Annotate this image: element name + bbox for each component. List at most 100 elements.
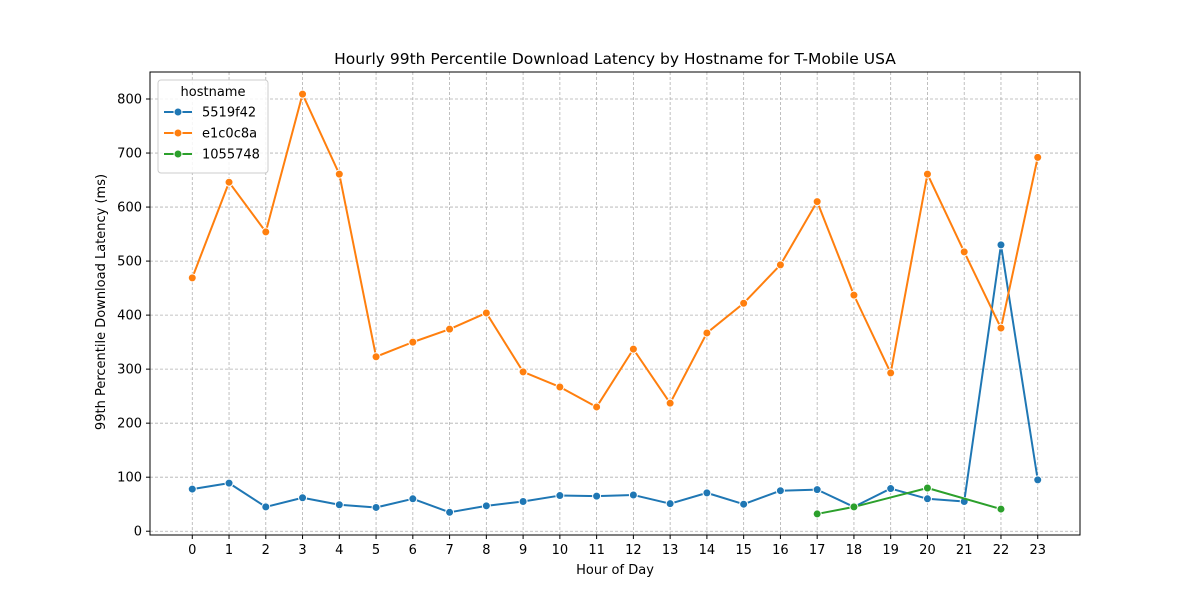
x-tick-label: 4	[335, 543, 343, 558]
data-point	[628, 344, 638, 354]
data-point	[739, 499, 749, 509]
data-point	[996, 323, 1006, 333]
data-point	[849, 290, 859, 300]
x-tick-label: 1	[225, 543, 233, 558]
x-tick-label: 6	[409, 543, 417, 558]
data-point	[628, 490, 638, 500]
x-tick-label: 14	[699, 543, 716, 558]
y-tick-label: 200	[117, 417, 142, 432]
data-point	[812, 509, 822, 519]
legend-label: e1c0c8a	[202, 127, 257, 142]
y-tick-label: 500	[117, 255, 142, 270]
x-tick-label: 12	[625, 543, 642, 558]
x-tick-label: 3	[298, 543, 306, 558]
data-point	[1033, 475, 1043, 485]
data-point	[775, 486, 785, 496]
data-point	[408, 494, 418, 504]
x-tick-label: 5	[372, 543, 380, 558]
data-point	[702, 488, 712, 498]
series-e1c0c8a	[187, 89, 1043, 412]
data-point	[187, 484, 197, 494]
x-tick-label: 21	[956, 543, 973, 558]
x-tick-label: 18	[846, 543, 863, 558]
data-point	[959, 247, 969, 257]
x-tick-label: 13	[662, 543, 679, 558]
data-point	[518, 497, 528, 507]
series-1055748	[812, 483, 1006, 519]
y-tick-label: 600	[117, 201, 142, 216]
y-tick-label: 800	[117, 93, 142, 108]
series-layer	[187, 89, 1043, 519]
series-line	[191, 93, 1039, 408]
y-tick-label: 400	[117, 309, 142, 324]
x-tick-label: 10	[552, 543, 569, 558]
series-line	[192, 243, 1039, 514]
data-point	[739, 298, 749, 308]
x-tick-label: 9	[519, 543, 527, 558]
data-point	[261, 227, 271, 237]
x-tick-label: 22	[993, 543, 1010, 558]
data-point	[187, 273, 197, 283]
data-point	[371, 502, 381, 512]
x-tick-label: 16	[772, 543, 789, 558]
data-point	[334, 500, 344, 510]
axes: 0 1 2 3 4 5 6 7 8 9 10 11 12 13 14 15 16 17 18 19 20 21 22 2301…	[117, 71, 1081, 558]
data-point	[1033, 152, 1043, 162]
y-tick-label: 300	[117, 363, 142, 378]
legend-entry: 1055748	[164, 148, 260, 163]
x-tick-label: 2	[262, 543, 270, 558]
data-point	[224, 478, 234, 488]
data-point	[775, 260, 785, 270]
y-tick-label: 100	[117, 471, 142, 486]
x-tick-label: 7	[445, 543, 453, 558]
legend-entry: 5519f42	[164, 106, 256, 121]
series-line	[816, 487, 1002, 515]
data-point	[298, 89, 308, 99]
x-axis-label: Hour of Day	[576, 563, 654, 578]
x-tick-label: 0	[188, 543, 196, 558]
data-point	[592, 402, 602, 412]
data-point	[408, 337, 418, 347]
data-point	[481, 501, 491, 511]
data-point	[261, 502, 271, 512]
legend-entry: e1c0c8a	[164, 127, 257, 142]
y-tick-label: 700	[117, 147, 142, 162]
data-point	[886, 484, 896, 494]
data-point	[445, 507, 455, 517]
x-tick-label: 17	[809, 543, 826, 558]
data-point	[812, 197, 822, 207]
data-point	[445, 324, 455, 334]
series-5519f42	[187, 240, 1043, 517]
y-axis-label: 99th Percentile Download Latency (ms)	[94, 174, 109, 430]
data-point	[812, 485, 822, 495]
legend: hostname 5519f42 e1c0c8a 1055748	[157, 79, 269, 174]
data-point	[922, 494, 932, 504]
data-point	[481, 308, 491, 318]
data-point	[702, 328, 712, 338]
data-point	[518, 367, 528, 377]
legend-title: hostname	[181, 85, 246, 100]
data-point	[922, 483, 932, 493]
data-point	[371, 352, 381, 362]
chart-title: Hourly 99th Percentile Download Latency …	[334, 50, 896, 68]
x-tick-label: 20	[919, 543, 936, 558]
legend-label: 1055748	[202, 148, 260, 163]
data-point	[555, 382, 565, 392]
data-point	[922, 169, 932, 179]
legend-swatch-marker	[173, 107, 183, 117]
data-point	[996, 240, 1006, 250]
data-point	[592, 491, 602, 501]
plot-frame	[149, 71, 1081, 536]
legend-label: 5519f42	[202, 106, 256, 121]
x-tick-label: 11	[588, 543, 605, 558]
data-point	[849, 502, 859, 512]
data-point	[555, 491, 565, 501]
data-point	[886, 368, 896, 378]
data-point	[224, 177, 234, 187]
legend-swatch-marker	[173, 128, 183, 138]
data-point	[665, 398, 675, 408]
y-tick-label: 0	[134, 525, 142, 540]
data-point	[996, 504, 1006, 514]
legend-box	[157, 79, 269, 174]
